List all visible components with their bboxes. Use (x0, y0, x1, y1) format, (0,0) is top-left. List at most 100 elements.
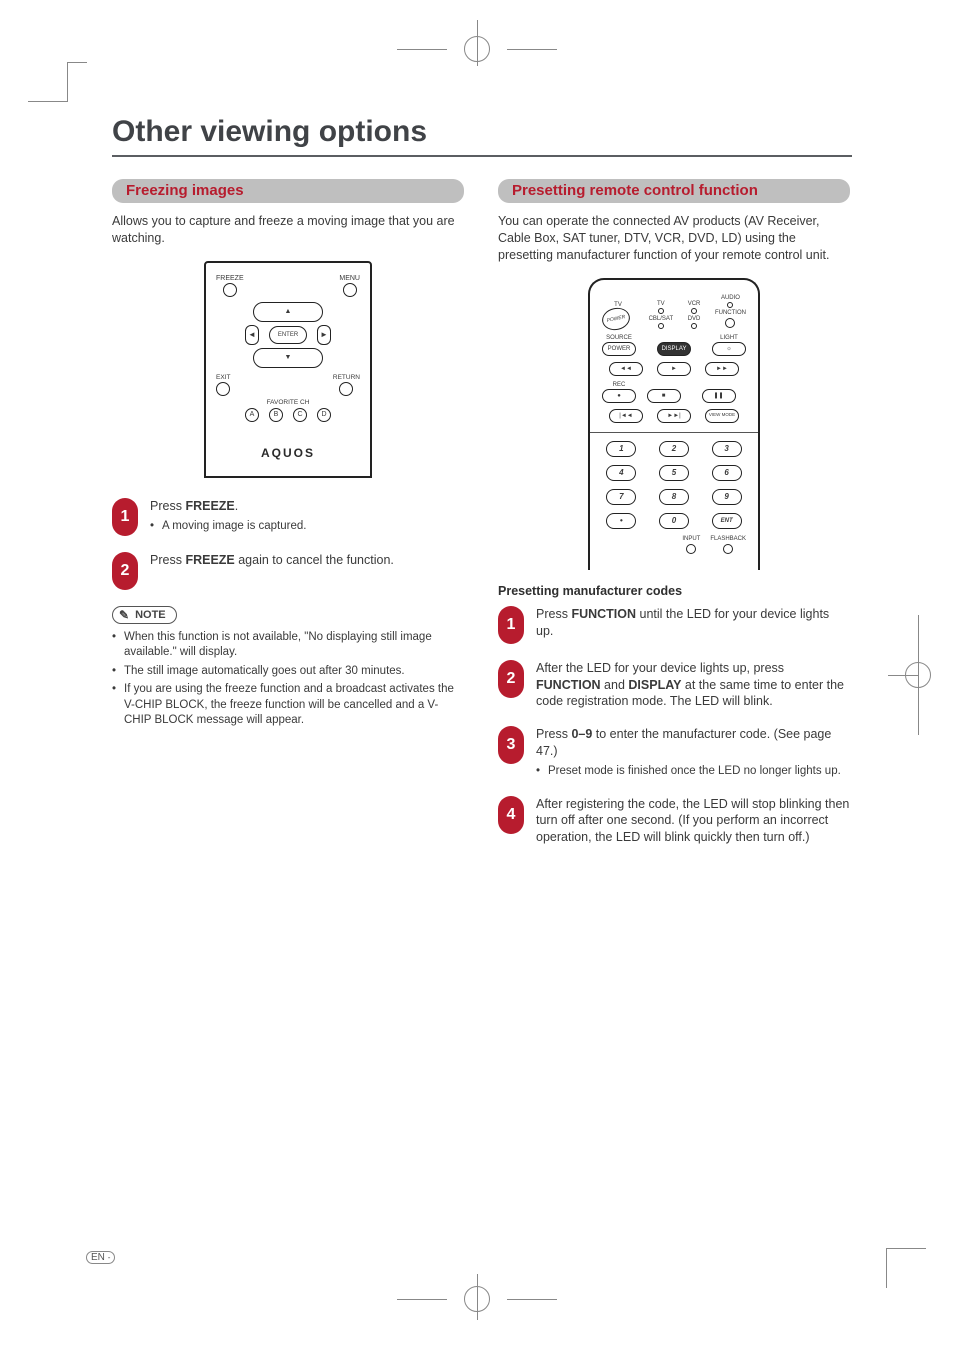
function-remote-diagram: TVPOWER TVCBL/SAT VCRDVD AUDIOFUNCTION S… (588, 278, 760, 570)
btn-b: B (269, 408, 283, 422)
num-1: 1 (606, 441, 636, 457)
dvd-label: DVD (688, 316, 701, 322)
audio-label: AUDIO (721, 295, 740, 301)
step-badge: 3 (498, 726, 524, 764)
input-label: INPUT (682, 536, 700, 542)
nav-left: ◄ (245, 325, 259, 345)
btn-d: D (317, 408, 331, 422)
led-dot-icon (727, 302, 733, 308)
language-badge: EN - (86, 1251, 115, 1264)
right-step-2: 2 After the LED for your device lights u… (498, 660, 850, 711)
number-pad: 1 2 3 4 5 6 7 8 9 • 0 ENT (602, 441, 746, 529)
light-label: LIGHT (720, 335, 738, 341)
abcd-row: A B C D (216, 408, 360, 422)
step-text: Press FREEZE. (150, 499, 238, 513)
step-badge: 1 (112, 498, 138, 536)
crop-mark-br (886, 1248, 926, 1288)
viewmode-pill: VIEW MODE (705, 409, 739, 423)
flashback-button-icon (723, 544, 733, 554)
nav-down: ▼ (253, 348, 323, 368)
step-sub: A moving image is captured. (150, 519, 306, 535)
ff-icon: ►► (705, 362, 739, 376)
aquos-brand: AQUOS (216, 446, 360, 460)
flashback-label: FLASHBACK (710, 536, 746, 542)
remote-divider (590, 432, 758, 433)
favorite-ch-label: FAVORITE CH (216, 399, 360, 406)
input-button-icon (686, 544, 696, 554)
step-sub: Preset mode is finished once the LED no … (536, 764, 850, 780)
pen-icon: ✎ (119, 608, 129, 622)
rew-icon: ◄◄ (609, 362, 643, 376)
menu-label: MENU (339, 275, 360, 282)
return-button-icon (339, 382, 353, 396)
num-6: 6 (712, 465, 742, 481)
note-item: When this function is not available, "No… (112, 630, 464, 661)
return-label: RETURN (333, 374, 360, 381)
num-4: 4 (606, 465, 636, 481)
presetting-codes-subhead: Presetting manufacturer codes (498, 584, 850, 598)
exit-button-icon (216, 382, 230, 396)
btn-c: C (293, 408, 307, 422)
exit-label: EXIT (216, 374, 230, 381)
led-dot-icon (691, 323, 697, 329)
page-title: Other viewing options (112, 115, 852, 149)
step-badge: 4 (498, 796, 524, 834)
num-7: 7 (606, 489, 636, 505)
freeze-button-icon (223, 283, 237, 297)
crop-mark-right (918, 645, 954, 705)
power-icon: POWER (600, 305, 632, 332)
freezing-images-header: Freezing images (112, 179, 464, 203)
prev-icon: |◄◄ (609, 409, 643, 423)
num-9: 9 (712, 489, 742, 505)
step-badge: 1 (498, 606, 524, 644)
crop-mark-tl (28, 62, 68, 102)
led-dot-icon (691, 308, 697, 314)
crop-mark-top-center (447, 30, 507, 70)
page-content: Other viewing options Freezing images Al… (112, 115, 852, 862)
step-badge: 2 (498, 660, 524, 698)
right-step-3: 3 Press 0–9 to enter the manufacturer co… (498, 726, 850, 779)
light-pill: ☼ (712, 342, 746, 356)
num-dot: • (606, 513, 636, 529)
two-column-layout: Freezing images Allows you to capture an… (112, 179, 852, 862)
num-0: 0 (659, 513, 689, 529)
step-text: After registering the code, the LED will… (536, 796, 850, 847)
step-text: Press FREEZE again to cancel the functio… (150, 552, 394, 569)
enter-button: ENTER (269, 326, 307, 344)
step-badge: 2 (112, 552, 138, 590)
btn-a: A (245, 408, 259, 422)
right-step-4: 4 After registering the code, the LED wi… (498, 796, 850, 847)
aquos-remote-diagram: FREEZE MENU ▲ ◄ ENTER ► ▼ EXIT RETURN FA… (204, 261, 372, 478)
nav-pad: ▲ ◄ ENTER ► ▼ (243, 302, 333, 368)
notes-list: When this function is not available, "No… (112, 630, 464, 729)
display-pill: DISPLAY (657, 342, 691, 356)
stop-icon: ■ (647, 389, 681, 403)
left-column: Freezing images Allows you to capture an… (112, 179, 464, 862)
num-3: 3 (712, 441, 742, 457)
tv-dot-label: TV (657, 301, 665, 307)
power-pill: POWER (602, 342, 636, 356)
freeze-label: FREEZE (216, 275, 244, 282)
step-text: Press FUNCTION until the LED for your de… (536, 606, 850, 640)
num-5: 5 (659, 465, 689, 481)
vcr-label: VCR (688, 301, 701, 307)
note-label: NOTE (135, 609, 166, 621)
presetting-header: Presetting remote control function (498, 179, 850, 203)
step-text: Press 0–9 to enter the manufacturer code… (536, 726, 850, 760)
note-badge: ✎ NOTE (112, 606, 177, 624)
crop-mark-bottom-center (447, 1280, 507, 1320)
freezing-intro: Allows you to capture and freeze a movin… (112, 213, 464, 247)
right-step-1: 1 Press FUNCTION until the LED for your … (498, 606, 850, 644)
left-step-1: 1 Press FREEZE. A moving image is captur… (112, 498, 464, 536)
step-text: After the LED for your device lights up,… (536, 660, 850, 711)
next-icon: ►►| (657, 409, 691, 423)
right-column: Presetting remote control function You c… (498, 179, 850, 862)
ent-button: ENT (712, 513, 742, 529)
play-icon: ► (657, 362, 691, 376)
nav-right: ► (317, 325, 331, 345)
rec-label: REC (613, 382, 626, 388)
function-button-icon (725, 318, 735, 328)
cblsat-label: CBL/SAT (649, 316, 674, 322)
led-dot-icon (658, 308, 664, 314)
nav-up: ▲ (253, 302, 323, 322)
